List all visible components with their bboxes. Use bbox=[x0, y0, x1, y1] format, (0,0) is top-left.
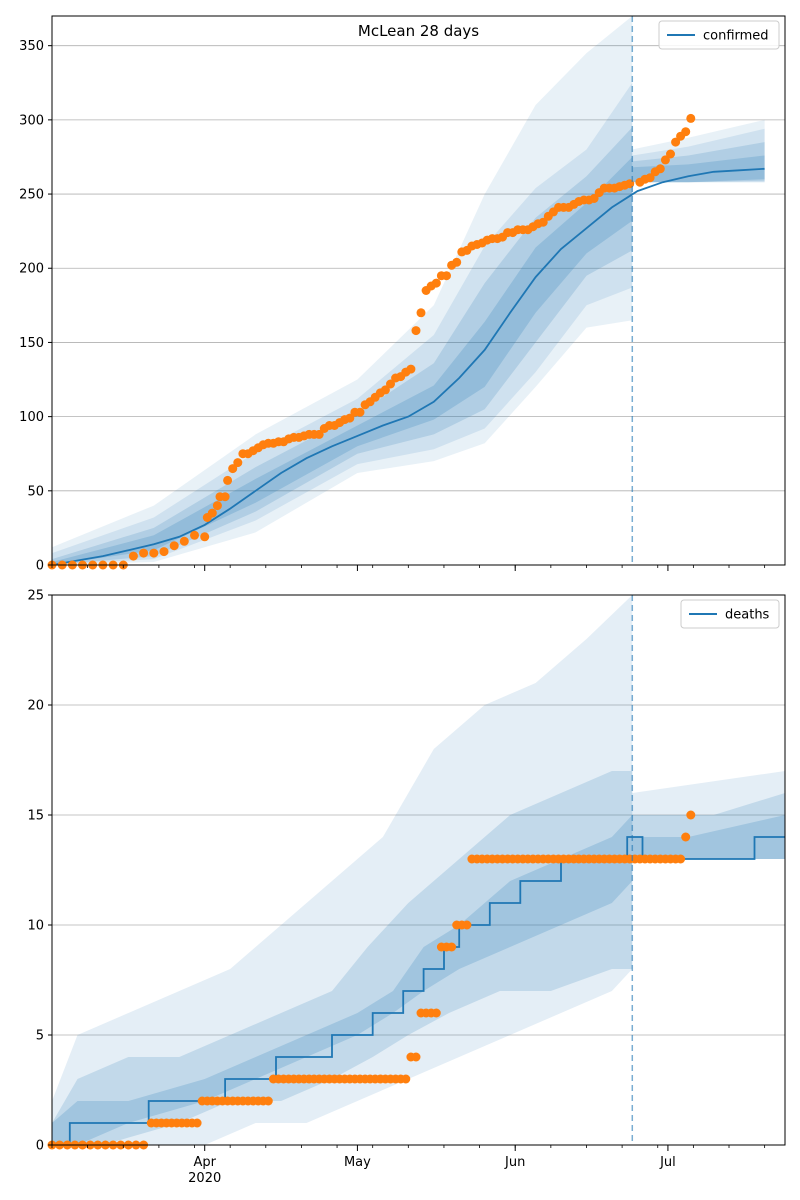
observed-point bbox=[538, 217, 548, 227]
observed-point bbox=[660, 155, 670, 165]
x-tick-label: Apr bbox=[193, 1155, 216, 1170]
axes-frame bbox=[51, 594, 786, 1146]
observed-point bbox=[139, 548, 149, 558]
observed-point bbox=[406, 364, 416, 374]
observed-point bbox=[207, 508, 217, 518]
median-line bbox=[52, 836, 785, 1145]
observed-point bbox=[416, 308, 426, 318]
observed-point bbox=[401, 1074, 411, 1084]
observed-point bbox=[447, 942, 457, 952]
band-80pct bbox=[52, 127, 765, 565]
observed-point bbox=[589, 194, 599, 203]
observed-point bbox=[128, 551, 138, 561]
observed-point bbox=[431, 1008, 441, 1018]
observed-point bbox=[666, 149, 675, 159]
axes-frame bbox=[51, 15, 786, 566]
observed-point bbox=[200, 532, 210, 542]
observed-point bbox=[169, 541, 179, 551]
band-99pct bbox=[52, 16, 765, 565]
legend-box bbox=[680, 599, 780, 629]
observed-point bbox=[220, 492, 230, 502]
y-tick-label: 50 bbox=[27, 484, 44, 499]
observed-point bbox=[149, 548, 159, 558]
observed-point bbox=[386, 379, 395, 389]
y-tick-label: 250 bbox=[19, 188, 44, 203]
band-50pct bbox=[52, 815, 785, 1145]
median-line bbox=[52, 167, 765, 565]
y-tick-label: 0 bbox=[36, 1139, 44, 1154]
y-tick-label: 10 bbox=[27, 919, 44, 934]
x-tick-label: Jun bbox=[504, 1155, 525, 1170]
observed-point bbox=[686, 810, 696, 820]
observed-point bbox=[681, 127, 691, 137]
x-tick-label: Jul bbox=[659, 1155, 676, 1170]
observed-point bbox=[159, 547, 169, 557]
deaths-panel: 0 5 10 15 20 25 Apr May Jun Jul deaths bbox=[27, 589, 786, 1170]
y-tick-label: 100 bbox=[19, 410, 44, 425]
legend-box bbox=[658, 20, 780, 50]
observed-point bbox=[676, 854, 686, 864]
y-tick-label: 25 bbox=[27, 589, 44, 604]
observed-point bbox=[671, 137, 681, 147]
observed-point bbox=[431, 278, 441, 288]
observed-point bbox=[192, 1118, 202, 1128]
observed-point bbox=[223, 475, 233, 485]
observed-point bbox=[411, 1052, 421, 1062]
y-tick-label: 20 bbox=[27, 699, 44, 714]
y-tick-label: 15 bbox=[27, 809, 44, 824]
observed-point bbox=[686, 113, 696, 123]
observed-point bbox=[179, 536, 189, 546]
observed-point bbox=[462, 920, 472, 930]
y-tick-label: 5 bbox=[36, 1029, 44, 1044]
observed-point bbox=[345, 413, 355, 423]
observed-point bbox=[355, 407, 365, 417]
legend: deaths bbox=[680, 599, 780, 629]
y-tick-label: 150 bbox=[19, 336, 44, 351]
band-80pct bbox=[52, 771, 785, 1145]
y-tick-label: 200 bbox=[19, 262, 44, 277]
x-year-label: 2020 bbox=[188, 1171, 221, 1186]
observed-point bbox=[645, 173, 655, 183]
observed-point bbox=[411, 326, 421, 336]
observed-point bbox=[314, 429, 324, 439]
observed-point bbox=[263, 1096, 273, 1106]
y-tick-label: 300 bbox=[19, 113, 44, 128]
y-tick-label: 350 bbox=[19, 39, 44, 54]
observed-point bbox=[212, 501, 222, 511]
x-tick-label: May bbox=[344, 1155, 371, 1170]
legend-label: confirmed bbox=[703, 29, 769, 44]
y-tick-label: 0 bbox=[36, 559, 44, 574]
observed-point bbox=[681, 832, 691, 842]
observed-point bbox=[228, 464, 238, 474]
observed-point bbox=[655, 164, 665, 174]
legend-label: deaths bbox=[725, 608, 770, 623]
observed-point bbox=[442, 271, 451, 281]
observed-point bbox=[233, 458, 243, 468]
observed-point bbox=[380, 385, 390, 395]
band-95pct bbox=[52, 595, 785, 1145]
observed-point bbox=[190, 530, 199, 540]
chart-title: McLean 28 days bbox=[358, 22, 479, 40]
observed-point bbox=[452, 257, 462, 267]
confirmed-panel: 0 50 100 150 200 250 300 350 McLean 28 days confi… bbox=[19, 15, 786, 574]
legend: confirmed bbox=[658, 20, 780, 50]
